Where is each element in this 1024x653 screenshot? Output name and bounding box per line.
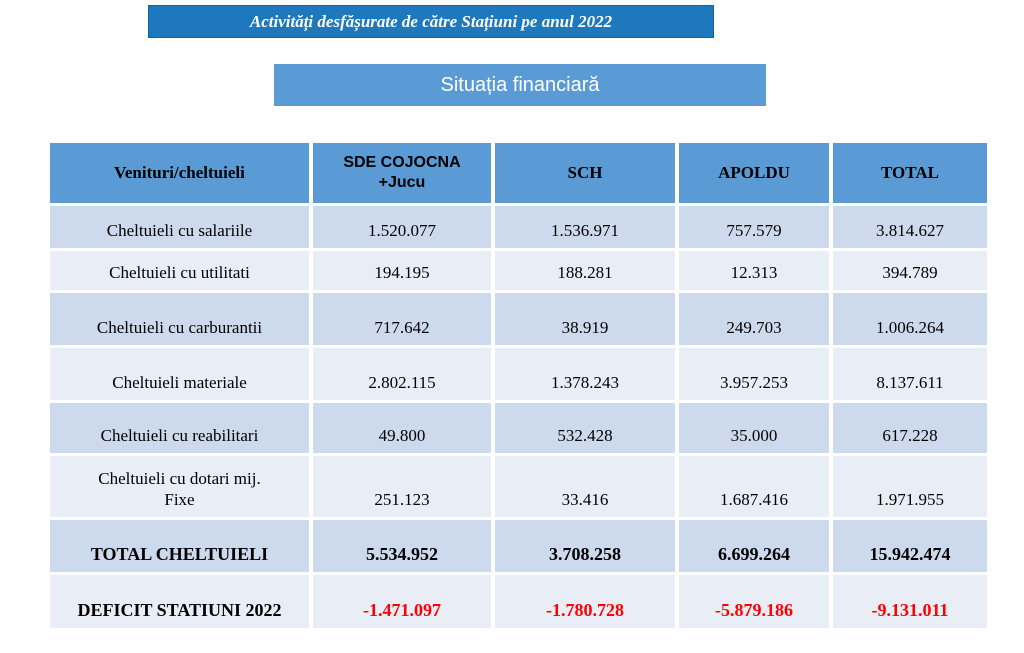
cell-value: 188.281	[495, 251, 675, 290]
cell-value: 1.378.243	[495, 348, 675, 400]
cell-value: 33.416	[495, 456, 675, 517]
title-text: Activități desfășurate de către Stațiuni…	[249, 11, 613, 31]
cell-value: 5.534.952	[313, 520, 491, 572]
cell-value: 3.957.253	[679, 348, 829, 400]
column-header-total: TOTAL	[833, 143, 987, 203]
cell-value: 617.228	[833, 403, 987, 453]
financial-table: Venituri/cheltuieli SDE COJOCNA +Jucu SC…	[50, 143, 987, 628]
column-header-venituri-cheltuieli: Venituri/cheltuieli	[50, 143, 309, 203]
cell-value: 1.971.955	[833, 456, 987, 517]
cell-value: 757.579	[679, 206, 829, 248]
cell-value: 2.802.115	[313, 348, 491, 400]
cell-value: 15.942.474	[833, 520, 987, 572]
row-label: Cheltuieli cu utilitati	[50, 251, 309, 290]
cell-value: 194.195	[313, 251, 491, 290]
cell-value: 1.536.971	[495, 206, 675, 248]
row-label: TOTAL CHELTUIELI	[50, 520, 309, 572]
cell-value: 394.789	[833, 251, 987, 290]
cell-value: 8.137.611	[833, 348, 987, 400]
cell-value: 717.642	[313, 293, 491, 345]
row-label: Cheltuieli materiale	[50, 348, 309, 400]
cell-value: 1.520.077	[313, 206, 491, 248]
row-label: DEFICIT STATIUNI 2022	[50, 575, 309, 628]
cell-value: 35.000	[679, 403, 829, 453]
cell-value: 3.708.258	[495, 520, 675, 572]
column-header-sch: SCH	[495, 143, 675, 203]
cell-value: -5.879.186	[679, 575, 829, 628]
row-label: Cheltuieli cu reabilitari	[50, 403, 309, 453]
cell-value: -1.471.097	[313, 575, 491, 628]
row-label: Cheltuieli cu carburantii	[50, 293, 309, 345]
cell-value: 1.006.264	[833, 293, 987, 345]
cell-value: 6.699.264	[679, 520, 829, 572]
column-header-apoldu: APOLDU	[679, 143, 829, 203]
cell-value: 1.687.416	[679, 456, 829, 517]
cell-value: 532.428	[495, 403, 675, 453]
cell-value: 249.703	[679, 293, 829, 345]
cell-value: 49.800	[313, 403, 491, 453]
subtitle-banner: Situația financiară	[274, 64, 766, 106]
cell-value: 38.919	[495, 293, 675, 345]
cell-value: -9.131.011	[833, 575, 987, 628]
row-label: Cheltuieli cu dotari mij. Fixe	[50, 456, 309, 517]
column-header-sde-cojocna-jucu: SDE COJOCNA +Jucu	[313, 143, 491, 203]
cell-value: -1.780.728	[495, 575, 675, 628]
title-banner: Activități desfășurate de către Stațiuni…	[148, 5, 714, 38]
subtitle-text: Situația financiară	[440, 73, 600, 96]
cell-value: 3.814.627	[833, 206, 987, 248]
cell-value: 251.123	[313, 456, 491, 517]
row-label: Cheltuieli cu salariile	[50, 206, 309, 248]
cell-value: 12.313	[679, 251, 829, 290]
